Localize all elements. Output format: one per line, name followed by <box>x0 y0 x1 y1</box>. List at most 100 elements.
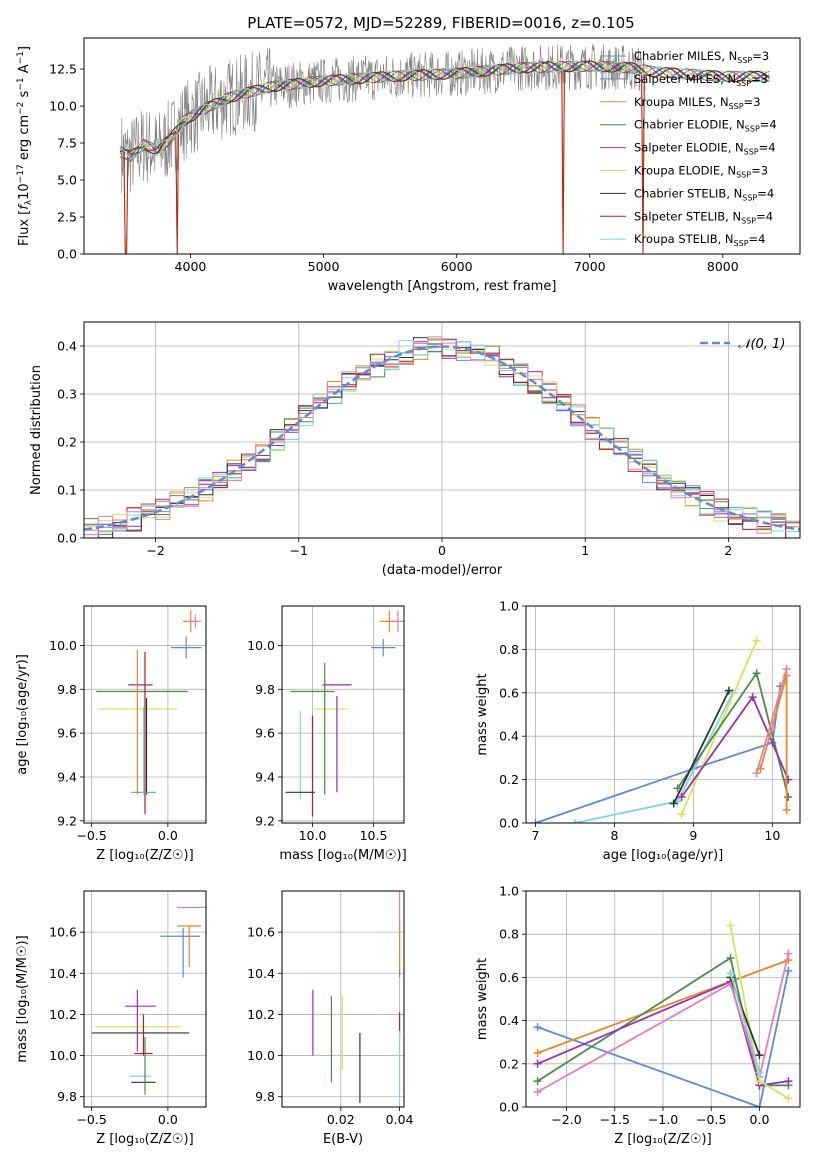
legend-nssp: 4 <box>767 186 774 200</box>
legend-label: Salpeter ELODIE, NSSP=4 <box>634 141 776 157</box>
panel-residuals: −2 −1 0 1 2 0.0 0.1 0.2 0.3 0.4 (data-model)/error… <box>29 321 801 578</box>
y-tick-label: 12.5 <box>49 62 77 77</box>
y-axis-label: age [log₁₀(age/yr)] <box>15 654 30 775</box>
x-tick-label: −1.5 <box>600 1112 630 1127</box>
y-tick-label: 10.4 <box>247 966 275 981</box>
legend-nssp-prefix: , N <box>713 95 729 109</box>
y-label-part: f <box>17 203 32 210</box>
legend-nssp-eq: = <box>757 186 767 200</box>
legend-nssp-prefix: , N <box>729 118 745 132</box>
y-tick-label: 10.0 <box>49 1048 77 1063</box>
y-tick-label: 0.0 <box>499 816 519 831</box>
y-tick-label: 10.4 <box>49 966 77 981</box>
y-tick-label: 0.6 <box>499 685 519 700</box>
weight-marker <box>724 686 733 695</box>
y-tick-label: 0.2 <box>499 1056 519 1071</box>
y-label-part: −1 <box>16 51 26 64</box>
weight-marker <box>782 805 791 814</box>
legend-nssp-prefix: , N <box>728 141 744 155</box>
x-tick-label: −2.0 <box>551 1112 581 1127</box>
legend-nssp-eq: = <box>751 72 761 86</box>
legend-nssp-prefix: , N <box>721 49 737 63</box>
x-tick-label: −0.5 <box>76 828 106 843</box>
x-tick-label: 0 <box>438 543 446 558</box>
legend-label: Chabrier STELIB, NSSP=4 <box>634 186 774 202</box>
y-tick-label: 2.5 <box>57 210 77 225</box>
x-tick-label: 10 <box>764 828 780 843</box>
legend-nssp-eq: = <box>751 164 761 178</box>
model-spectrum <box>119 60 770 254</box>
legend-model: Chabrier MILES <box>634 49 721 63</box>
x-axis-label: Z [log₁₀(Z/Z☉)] <box>614 1132 711 1147</box>
plot-area <box>84 891 206 1107</box>
y-tick-label: 7.5 <box>57 136 77 151</box>
weight-marker <box>756 764 765 773</box>
y-tick-label: 0.0 <box>499 1100 519 1115</box>
x-tick-label: 7000 <box>574 259 606 274</box>
y-tick-label: 10.2 <box>49 1007 77 1022</box>
weight-marker <box>531 819 540 823</box>
histogram-series <box>84 337 800 538</box>
plot-area <box>282 891 404 1107</box>
legend-nssp-eq: = <box>760 118 770 132</box>
model-spectrum <box>119 60 770 254</box>
y-tick-label: 0.6 <box>499 970 519 985</box>
weight-series <box>537 953 790 1093</box>
legend-nssp-prefix: , N <box>718 232 734 246</box>
legend-nssp-eq: = <box>749 232 759 246</box>
y-tick-label: 9.2 <box>57 813 77 828</box>
x-tick-label: −1.0 <box>648 1112 678 1127</box>
gaussian-curve <box>84 345 800 531</box>
errorbar-point <box>170 636 202 659</box>
legend-model: Kroupa MILES <box>634 95 713 109</box>
panel-age_vs_Z: −0.5 0.0 9.2 9.4 9.6 9.8 10.0 Z [log₁₀(Z/Z☉)] ag… <box>15 605 207 863</box>
legend-nssp-sub: SSP <box>745 125 760 134</box>
legend-label: Chabrier ELODIE, NSSP=4 <box>634 118 777 134</box>
x-tick-label: −0.5 <box>76 1112 106 1127</box>
panel-weight_vs_age: 7 8 9 10 0.0 0.2 0.4 0.6 0.8 1.0 age [log₁₀(age/yr… <box>475 599 801 863</box>
y-tick-label: 9.8 <box>57 1089 77 1104</box>
legend-nssp-eq: = <box>744 95 754 109</box>
legend-model: Chabrier STELIB <box>634 186 726 200</box>
x-axis-label: age [log₁₀(age/yr)] <box>603 848 724 863</box>
y-tick-label: 9.8 <box>255 682 275 697</box>
weight-series <box>672 690 730 804</box>
weight-marker <box>677 810 686 819</box>
x-axis-label: mass [log₁₀(M/M☉)] <box>279 848 406 863</box>
weight-marker <box>748 693 757 702</box>
y-axis-label: mass [log₁₀(M/M☉)] <box>15 935 30 1062</box>
legend-nssp-eq: = <box>752 49 762 63</box>
axes-frame <box>281 605 405 824</box>
axes-frame <box>525 605 801 824</box>
weight-marker <box>755 1103 764 1107</box>
weight-marker <box>677 792 686 801</box>
weight-marker <box>752 636 761 645</box>
legend-model: Kroupa STELIB <box>634 232 718 246</box>
panel-age_vs_mass: 10.0 10.5 9.2 9.4 9.6 9.8 10.0 mass [log₁₀(M/M☉… <box>247 605 407 863</box>
y-tick-label: 10.0 <box>49 638 77 653</box>
legend-nssp-sub: SSP <box>744 148 759 157</box>
plot-area <box>526 891 800 1107</box>
legend-nssp: 4 <box>768 141 775 155</box>
weight-marker <box>533 1049 542 1057</box>
model-spectrum <box>119 60 770 254</box>
x-tick-label: 10.0 <box>299 828 327 843</box>
y-label-part: −17 <box>16 164 26 183</box>
y-label-part: λ <box>24 199 34 205</box>
weight-marker <box>784 792 793 801</box>
y-tick-label: 9.8 <box>57 682 77 697</box>
x-tick-label: 4000 <box>175 259 207 274</box>
y-tick-label: 0.2 <box>499 772 519 787</box>
y-tick-label: 10.0 <box>49 99 77 114</box>
legend-nssp-prefix: , N <box>720 72 736 86</box>
legend-nssp-eq: = <box>756 209 766 223</box>
legend-nssp-prefix: , N <box>726 186 742 200</box>
x-tick-label: −1 <box>290 543 308 558</box>
weight-marker <box>726 953 735 962</box>
weight-marker <box>533 1087 542 1096</box>
x-axis-label: (data-model)/error <box>382 563 503 578</box>
weight-marker <box>726 921 735 930</box>
legend-label: Kroupa MILES, NSSP=3 <box>634 95 761 111</box>
legend-nssp: 4 <box>766 209 773 223</box>
